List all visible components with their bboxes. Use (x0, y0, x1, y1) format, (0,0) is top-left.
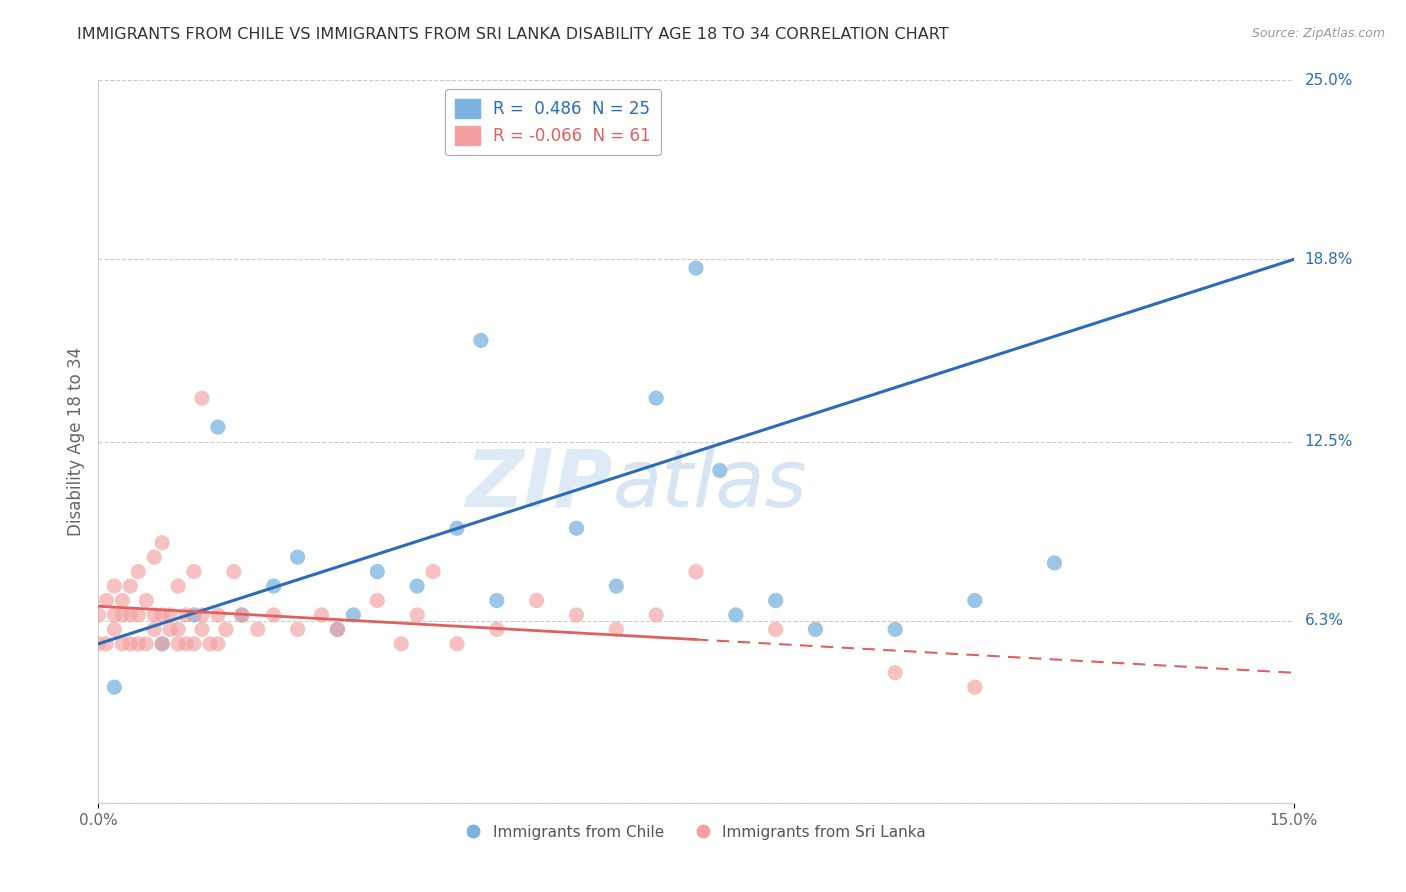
Point (422, 565, 444, 579)
Point (135, 637, 157, 651)
Point (191, 623, 214, 637)
Point (159, 623, 181, 637)
Point (127, 565, 149, 579)
Point (150, 637, 173, 651)
Point (167, 579, 190, 593)
Point (167, 623, 190, 637)
Point (485, 593, 508, 607)
Point (198, 637, 221, 651)
Text: Source: ZipAtlas.com: Source: ZipAtlas.com (1251, 27, 1385, 40)
Point (111, 637, 134, 651)
Point (526, 593, 548, 607)
Point (246, 623, 269, 637)
Point (150, 607, 173, 622)
Point (963, 680, 986, 694)
Point (159, 607, 181, 622)
Point (143, 623, 166, 637)
Point (446, 637, 468, 651)
Point (231, 607, 253, 622)
Point (724, 607, 747, 622)
Point (103, 680, 125, 694)
Point (645, 391, 668, 405)
Point (326, 623, 349, 637)
Text: ZIP: ZIP (465, 446, 613, 524)
Point (765, 593, 787, 607)
Point (287, 550, 309, 565)
Point (103, 579, 125, 593)
Point (366, 593, 388, 607)
Point (120, 579, 142, 593)
Point (111, 593, 134, 607)
Point (605, 579, 627, 593)
Point (135, 593, 157, 607)
Point (143, 607, 166, 622)
Text: atlas: atlas (613, 446, 807, 524)
Point (96, 637, 118, 651)
Point (183, 565, 205, 579)
Point (103, 623, 125, 637)
Point (207, 637, 229, 651)
Point (183, 637, 205, 651)
Point (150, 637, 173, 651)
Point (389, 637, 412, 651)
Point (127, 637, 149, 651)
Point (263, 579, 285, 593)
Point (685, 565, 707, 579)
Text: 12.5%: 12.5% (1305, 434, 1353, 449)
Point (311, 607, 333, 622)
Point (207, 420, 229, 434)
Point (963, 593, 986, 607)
Point (215, 623, 238, 637)
Point (287, 623, 309, 637)
Point (406, 607, 429, 622)
Point (191, 391, 214, 405)
Point (804, 623, 827, 637)
Point (150, 535, 173, 549)
Point (231, 607, 253, 622)
Point (765, 623, 787, 637)
Point (191, 607, 214, 622)
Point (174, 607, 197, 622)
Text: 18.8%: 18.8% (1305, 252, 1353, 267)
Point (342, 607, 364, 622)
Text: 6.3%: 6.3% (1305, 613, 1344, 628)
Point (120, 637, 142, 651)
Point (174, 637, 197, 651)
Point (120, 607, 142, 622)
Point (111, 607, 134, 622)
Point (127, 607, 149, 622)
Legend: Immigrants from Chile, Immigrants from Sri Lanka: Immigrants from Chile, Immigrants from S… (460, 819, 932, 846)
Point (366, 565, 388, 579)
Point (1043, 556, 1066, 570)
Point (183, 607, 205, 622)
Point (167, 637, 190, 651)
Point (87, 607, 110, 622)
Point (565, 521, 588, 535)
Point (143, 550, 166, 565)
Point (96, 593, 118, 607)
Y-axis label: Disability Age 18 to 34: Disability Age 18 to 34 (66, 347, 84, 536)
Point (884, 665, 907, 680)
Point (103, 607, 125, 622)
Point (470, 334, 492, 348)
Text: 25.0%: 25.0% (1305, 73, 1353, 87)
Point (446, 521, 468, 535)
Point (87, 637, 110, 651)
Point (326, 623, 349, 637)
Point (485, 623, 508, 637)
Text: IMMIGRANTS FROM CHILE VS IMMIGRANTS FROM SRI LANKA DISABILITY AGE 18 TO 34 CORRE: IMMIGRANTS FROM CHILE VS IMMIGRANTS FROM… (77, 27, 949, 42)
Point (884, 623, 907, 637)
Point (605, 623, 627, 637)
Point (565, 607, 588, 622)
Point (207, 607, 229, 622)
Point (222, 565, 245, 579)
Point (645, 607, 668, 622)
Point (709, 463, 731, 477)
Point (406, 579, 429, 593)
Point (263, 607, 285, 622)
Point (685, 261, 707, 276)
